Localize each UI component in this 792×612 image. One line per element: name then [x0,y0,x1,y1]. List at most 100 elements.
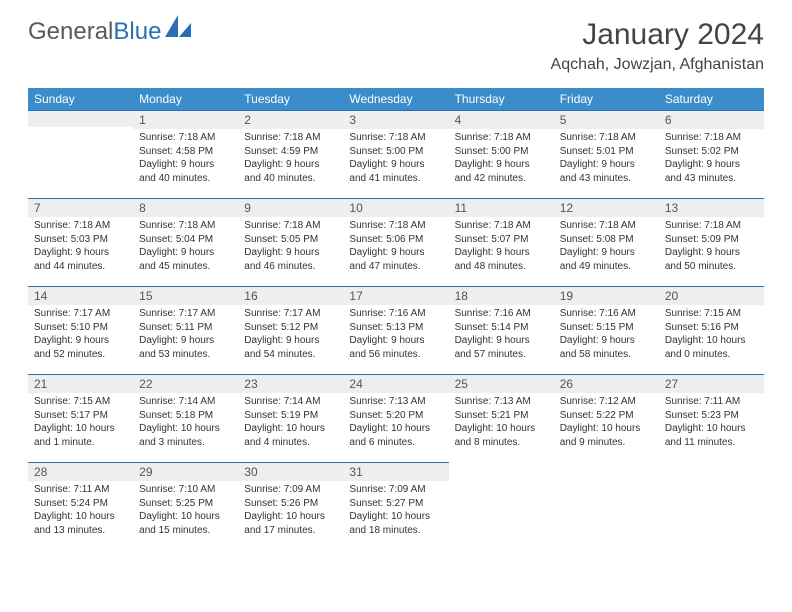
day-number: 2 [238,110,343,129]
day-cell: 22Sunrise: 7:14 AMSunset: 5:18 PMDayligh… [133,374,238,462]
brand-part2: Blue [113,18,161,46]
day-cell: 30Sunrise: 7:09 AMSunset: 5:26 PMDayligh… [238,462,343,550]
day-details: Sunrise: 7:18 AMSunset: 5:01 PMDaylight:… [554,129,659,189]
empty-top [28,110,133,127]
day-number: 20 [659,286,764,305]
day-cell: 19Sunrise: 7:16 AMSunset: 5:15 PMDayligh… [554,286,659,374]
day-cell: 31Sunrise: 7:09 AMSunset: 5:27 PMDayligh… [343,462,448,550]
day-cell: 26Sunrise: 7:12 AMSunset: 5:22 PMDayligh… [554,374,659,462]
day-details: Sunrise: 7:12 AMSunset: 5:22 PMDaylight:… [554,393,659,453]
day-details: Sunrise: 7:15 AMSunset: 5:16 PMDaylight:… [659,305,764,365]
day-number: 29 [133,462,238,481]
day-details: Sunrise: 7:18 AMSunset: 4:59 PMDaylight:… [238,129,343,189]
day-details: Sunrise: 7:18 AMSunset: 5:06 PMDaylight:… [343,217,448,277]
day-cell: 25Sunrise: 7:13 AMSunset: 5:21 PMDayligh… [449,374,554,462]
day-details: Sunrise: 7:13 AMSunset: 5:21 PMDaylight:… [449,393,554,453]
calendar-head: SundayMondayTuesdayWednesdayThursdayFrid… [28,88,764,110]
calendar-table: SundayMondayTuesdayWednesdayThursdayFrid… [28,88,764,550]
day-details: Sunrise: 7:13 AMSunset: 5:20 PMDaylight:… [343,393,448,453]
day-details: Sunrise: 7:15 AMSunset: 5:17 PMDaylight:… [28,393,133,453]
month-title: January 2024 [551,18,764,52]
day-number: 31 [343,462,448,481]
day-cell: 9Sunrise: 7:18 AMSunset: 5:05 PMDaylight… [238,198,343,286]
day-number: 25 [449,374,554,393]
day-details: Sunrise: 7:17 AMSunset: 5:12 PMDaylight:… [238,305,343,365]
day-cell: 23Sunrise: 7:14 AMSunset: 5:19 PMDayligh… [238,374,343,462]
day-details: Sunrise: 7:17 AMSunset: 5:11 PMDaylight:… [133,305,238,365]
day-number: 26 [554,374,659,393]
calendar-row: 1Sunrise: 7:18 AMSunset: 4:58 PMDaylight… [28,110,764,198]
day-number: 5 [554,110,659,129]
day-cell: 28Sunrise: 7:11 AMSunset: 5:24 PMDayligh… [28,462,133,550]
day-number: 6 [659,110,764,129]
day-details: Sunrise: 7:17 AMSunset: 5:10 PMDaylight:… [28,305,133,365]
day-details: Sunrise: 7:18 AMSunset: 5:00 PMDaylight:… [343,129,448,189]
day-number: 8 [133,198,238,217]
page-header: GeneralBlue January 2024 Aqchah, Jowzjan… [0,0,792,80]
day-cell: 12Sunrise: 7:18 AMSunset: 5:08 PMDayligh… [554,198,659,286]
calendar-row: 28Sunrise: 7:11 AMSunset: 5:24 PMDayligh… [28,462,764,550]
weekday-header: Monday [133,88,238,110]
day-cell: 29Sunrise: 7:10 AMSunset: 5:25 PMDayligh… [133,462,238,550]
day-cell: 7Sunrise: 7:18 AMSunset: 5:03 PMDaylight… [28,198,133,286]
day-cell: 11Sunrise: 7:18 AMSunset: 5:07 PMDayligh… [449,198,554,286]
calendar-body: 1Sunrise: 7:18 AMSunset: 4:58 PMDaylight… [28,110,764,550]
day-details: Sunrise: 7:18 AMSunset: 5:08 PMDaylight:… [554,217,659,277]
brand-logo: GeneralBlue [28,18,191,46]
calendar-row: 7Sunrise: 7:18 AMSunset: 5:03 PMDaylight… [28,198,764,286]
day-details: Sunrise: 7:14 AMSunset: 5:19 PMDaylight:… [238,393,343,453]
weekday-header: Saturday [659,88,764,110]
day-cell: 3Sunrise: 7:18 AMSunset: 5:00 PMDaylight… [343,110,448,198]
day-number: 11 [449,198,554,217]
day-number: 23 [238,374,343,393]
day-number: 18 [449,286,554,305]
day-details: Sunrise: 7:10 AMSunset: 5:25 PMDaylight:… [133,481,238,541]
day-number: 27 [659,374,764,393]
day-details: Sunrise: 7:09 AMSunset: 5:27 PMDaylight:… [343,481,448,541]
empty-cell [554,462,659,550]
day-cell: 15Sunrise: 7:17 AMSunset: 5:11 PMDayligh… [133,286,238,374]
title-block: January 2024 Aqchah, Jowzjan, Afghanista… [551,18,764,74]
sail-icon [165,15,191,44]
day-details: Sunrise: 7:18 AMSunset: 5:07 PMDaylight:… [449,217,554,277]
empty-cell [659,462,764,550]
day-number: 12 [554,198,659,217]
day-cell: 21Sunrise: 7:15 AMSunset: 5:17 PMDayligh… [28,374,133,462]
day-number: 10 [343,198,448,217]
weekday-header: Sunday [28,88,133,110]
calendar-row: 21Sunrise: 7:15 AMSunset: 5:17 PMDayligh… [28,374,764,462]
day-cell: 27Sunrise: 7:11 AMSunset: 5:23 PMDayligh… [659,374,764,462]
day-cell: 13Sunrise: 7:18 AMSunset: 5:09 PMDayligh… [659,198,764,286]
day-details: Sunrise: 7:16 AMSunset: 5:15 PMDaylight:… [554,305,659,365]
day-cell: 16Sunrise: 7:17 AMSunset: 5:12 PMDayligh… [238,286,343,374]
day-details: Sunrise: 7:18 AMSunset: 5:02 PMDaylight:… [659,129,764,189]
day-cell: 18Sunrise: 7:16 AMSunset: 5:14 PMDayligh… [449,286,554,374]
day-number: 15 [133,286,238,305]
day-cell: 6Sunrise: 7:18 AMSunset: 5:02 PMDaylight… [659,110,764,198]
day-details: Sunrise: 7:18 AMSunset: 5:05 PMDaylight:… [238,217,343,277]
calendar-row: 14Sunrise: 7:17 AMSunset: 5:10 PMDayligh… [28,286,764,374]
location-text: Aqchah, Jowzjan, Afghanistan [551,56,764,74]
day-number: 7 [28,198,133,217]
day-cell: 4Sunrise: 7:18 AMSunset: 5:00 PMDaylight… [449,110,554,198]
day-cell: 17Sunrise: 7:16 AMSunset: 5:13 PMDayligh… [343,286,448,374]
day-details: Sunrise: 7:18 AMSunset: 5:09 PMDaylight:… [659,217,764,277]
day-number: 16 [238,286,343,305]
day-cell: 14Sunrise: 7:17 AMSunset: 5:10 PMDayligh… [28,286,133,374]
day-details: Sunrise: 7:18 AMSunset: 5:00 PMDaylight:… [449,129,554,189]
day-number: 13 [659,198,764,217]
day-number: 9 [238,198,343,217]
day-cell: 1Sunrise: 7:18 AMSunset: 4:58 PMDaylight… [133,110,238,198]
day-details: Sunrise: 7:16 AMSunset: 5:14 PMDaylight:… [449,305,554,365]
weekday-header: Friday [554,88,659,110]
weekday-header: Tuesday [238,88,343,110]
day-number: 21 [28,374,133,393]
brand-part1: General [28,18,113,46]
day-number: 22 [133,374,238,393]
day-details: Sunrise: 7:18 AMSunset: 4:58 PMDaylight:… [133,129,238,189]
weekday-header: Wednesday [343,88,448,110]
day-details: Sunrise: 7:11 AMSunset: 5:23 PMDaylight:… [659,393,764,453]
day-number: 30 [238,462,343,481]
day-details: Sunrise: 7:18 AMSunset: 5:03 PMDaylight:… [28,217,133,277]
day-cell: 24Sunrise: 7:13 AMSunset: 5:20 PMDayligh… [343,374,448,462]
